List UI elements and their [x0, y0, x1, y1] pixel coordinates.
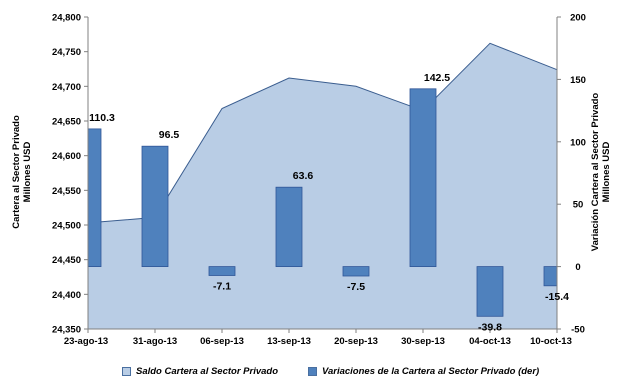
left-tick-label: 24,700: [52, 82, 81, 93]
bar-23-ago-13: [87, 128, 102, 267]
x-tick-label: 06-sep-13: [200, 336, 244, 347]
right-tick-label: 200: [570, 13, 586, 24]
left-tick-label: 24,450: [52, 255, 81, 266]
right-tick-label: 150: [570, 75, 586, 86]
bar-10-oct-13: [543, 266, 558, 287]
right-axis-title-line2: Millones USD: [601, 142, 612, 203]
legend-label-area: Saldo Cartera al Sector Privado: [136, 366, 279, 377]
x-tick-label: 31-ago-13: [133, 336, 177, 347]
legend-swatch-bars: [308, 367, 317, 376]
legend-item-area: Saldo Cartera al Sector Privado: [122, 366, 278, 377]
right-tick-label: 50: [573, 200, 584, 211]
axis-layer: 24,350 24,400 24,450 24,500 24,550 24,600 24,6…: [52, 13, 586, 348]
data-label-23-ago-13: 110.3: [89, 112, 115, 124]
x-tick-label: 20-sep-13: [334, 336, 378, 347]
area-saldo-cartera: [88, 43, 557, 330]
left-tick-label: 24,650: [52, 117, 81, 128]
data-label-04-oct-13: -39.8: [478, 321, 502, 333]
legend-swatch-area: [122, 367, 131, 376]
x-tick-label: 23-ago-13: [64, 336, 108, 347]
left-tick-label: 24,500: [52, 221, 81, 232]
right-tick-label: 100: [570, 137, 586, 148]
data-label-06-sep-13: -7.1: [213, 281, 231, 293]
left-tick-label: 24,800: [52, 13, 81, 24]
left-tick-label: 24,750: [52, 47, 81, 58]
bar-30-sep-13: [409, 88, 437, 268]
data-label-31-ago-13: 96.5: [159, 129, 180, 141]
x-tick-label: 04-oct-13: [469, 336, 511, 347]
left-tick-label: 24,400: [52, 290, 81, 301]
data-label-10-oct-13: -15.4: [545, 291, 569, 303]
legend-label-bars: Variaciones de la Cartera al Sector Priv…: [322, 366, 540, 377]
bar-20-sep-13: [342, 266, 370, 277]
right-axis-title-line1: Variación Cartera al Sector Privado: [590, 93, 601, 252]
left-tick-label: 24,350: [52, 325, 81, 336]
right-tick-label: 0: [575, 262, 580, 273]
right-tick-label: -50: [571, 325, 585, 336]
bar-13-sep-13: [275, 186, 303, 267]
left-tick-label: 24,600: [52, 151, 81, 162]
x-tick-label: 10-oct-13: [530, 336, 572, 347]
bar-06-sep-13: [208, 266, 236, 276]
bar-layer: [87, 88, 558, 317]
data-label-20-sep-13: -7.5: [347, 281, 365, 293]
x-tick-label: 13-sep-13: [267, 336, 311, 347]
bar-04-oct-13: [476, 266, 504, 317]
x-tick-label: 30-sep-13: [401, 336, 445, 347]
data-label-30-sep-13: 142.5: [424, 72, 450, 84]
label-layer: 110.3 96.5 -7.1 63.6 -7.5 142.5 -39.8 -15.4: [89, 72, 569, 333]
left-axis-title-line2: Millones USD: [22, 142, 33, 203]
left-axis-title-line1: Cartera al Sector Privado: [11, 115, 22, 229]
bar-31-ago-13: [141, 145, 169, 267]
left-tick-label: 24,550: [52, 186, 81, 197]
legend-item-bars: Variaciones de la Cartera al Sector Priv…: [308, 366, 539, 377]
data-label-13-sep-13: 63.6: [293, 170, 314, 182]
legend: Saldo Cartera al Sector Privado Variacio…: [0, 366, 622, 380]
